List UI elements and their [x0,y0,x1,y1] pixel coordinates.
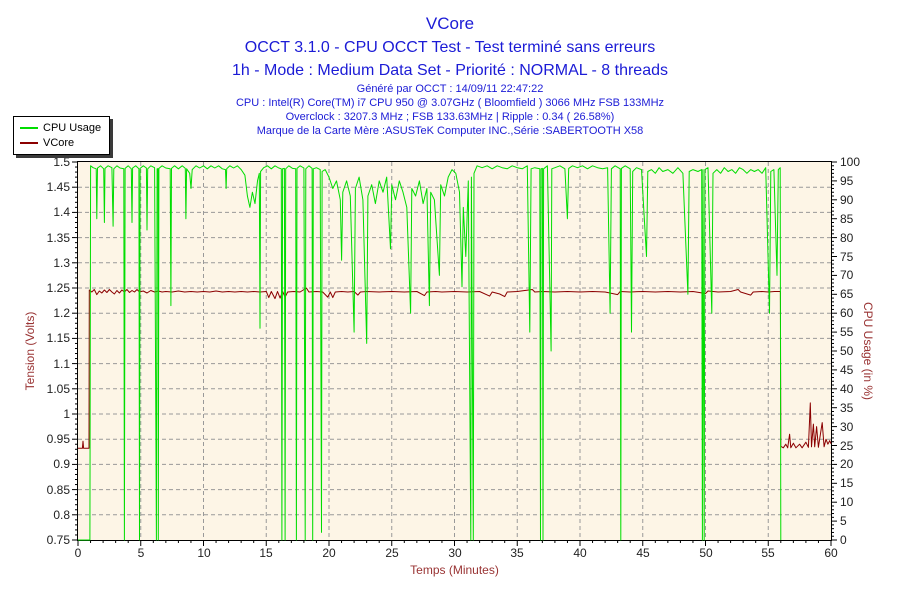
y-right-tick-label: 70 [840,268,854,282]
x-tick-label: 50 [699,546,713,560]
legend-item-cpu-usage: CPU Usage [20,120,101,135]
legend-label-cpu-usage: CPU Usage [43,121,102,134]
x-tick-label: 60 [824,546,838,560]
y-right-tick-label: 85 [840,212,854,226]
cpu-usage-line-swatch [20,126,38,129]
x-tick-label: 10 [197,546,211,560]
plot-area [72,161,837,546]
info-cpu: CPU : Intel(R) Core(TM) i7 CPU 950 @ 3.0… [235,97,665,109]
y-right-tick-label: 15 [840,476,854,490]
info-generated: Généré par OCCT : 14/09/11 22:47:22 [356,83,544,95]
y-left-tick-label: 1.25 [46,281,70,295]
y-right-tick-label: 0 [840,533,847,547]
y-axis-title-right: CPU Usage (in %) [861,301,875,401]
x-tick-label: 45 [636,546,650,560]
chart-header: VCore OCCT 3.1.0 - CPU OCCT Test - Test … [0,12,900,138]
y-right-tick-label: 10 [840,495,854,509]
y-left-tick-label: 1.3 [53,256,70,270]
y-right-tick-label: 5 [840,514,847,528]
x-tick-label: 35 [510,546,524,560]
y-right-tick-label: 100 [840,155,861,169]
y-left-tick-label: 0.85 [46,483,70,497]
y-left-tick-label: 1.35 [46,231,70,245]
y-axis-title-left: Tension (Volts) [23,311,37,391]
plot-canvas [72,161,837,546]
x-tick-label: 30 [448,546,462,560]
x-axis-title: Temps (Minutes) [410,563,499,577]
y-right-tick-label: 30 [840,420,854,434]
chart-title: VCore [425,14,475,33]
y-right-tick-label: 35 [840,401,854,415]
info-overclock: Overclock : 3207.3 MHz ; FSB 133.63MHz |… [285,111,615,123]
legend-label-vcore: VCore [43,136,75,149]
x-tick-label: 55 [761,546,775,560]
series-line-cpu-usage [78,165,782,541]
y-left-tick-label: 1 [63,407,70,421]
y-left-tick-label: 0.75 [46,533,70,547]
y-right-tick-label: 90 [840,193,854,207]
y-right-tick-label: 75 [840,250,854,264]
y-left-tick-label: 1.4 [53,205,70,219]
chart-subtitle-test: OCCT 3.1.0 - CPU OCCT Test - Test termin… [244,39,656,56]
x-tick-label: 5 [137,546,145,560]
vcore-line-swatch [20,141,38,144]
chart-subtitle-mode: 1h - Mode : Medium Data Set - Priorité :… [231,62,668,79]
y-right-tick-label: 65 [840,287,854,301]
y-left-tick-label: 1.5 [53,155,70,169]
x-tick-label: 40 [573,546,587,560]
x-tick-label: 20 [322,546,336,560]
info-motherboard: Marque de la Carte Mère :ASUSTeK Compute… [256,125,644,137]
y-right-tick-label: 80 [840,231,854,245]
y-right-tick-label: 95 [840,174,854,188]
y-left-tick-label: 0.95 [46,432,70,446]
y-left-tick-label: 0.9 [53,457,70,471]
x-tick-label: 25 [385,546,399,560]
x-tick-label: 0 [74,546,82,560]
legend-item-vcore: VCore [20,135,101,150]
legend: CPU Usage VCore [13,116,111,155]
y-right-tick-label: 25 [840,439,854,453]
y-right-tick-label: 20 [840,457,854,471]
x-tick-label: 15 [259,546,273,560]
y-left-tick-label: 0.8 [53,508,70,522]
y-left-tick-label: 1.45 [46,180,70,194]
